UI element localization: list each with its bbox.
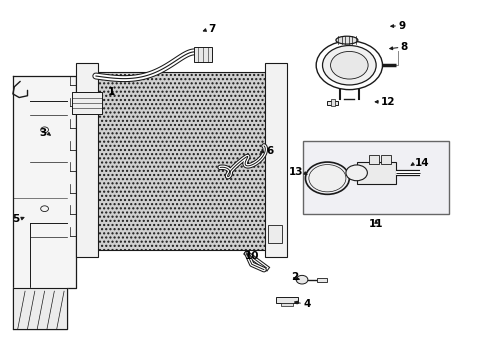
Text: 6: 6 [266,145,273,156]
Circle shape [308,165,345,192]
Text: 8: 8 [400,42,407,52]
Polygon shape [96,72,266,250]
Circle shape [296,275,307,284]
Bar [265,63,286,257]
Bar [330,99,334,106]
Bar [194,47,211,62]
Circle shape [345,165,366,181]
Text: 5: 5 [12,215,19,224]
Ellipse shape [330,51,367,79]
Text: 3: 3 [40,128,47,138]
Ellipse shape [322,45,375,85]
Polygon shape [13,76,76,329]
Bar [327,101,337,105]
Text: 12: 12 [380,97,395,107]
Text: 4: 4 [303,299,310,309]
Text: 9: 9 [397,21,405,31]
Bar [380,155,390,164]
Bar [316,278,327,282]
Bar [267,225,281,243]
Bar [276,297,298,303]
Text: 2: 2 [290,272,298,282]
Bar [303,140,448,214]
Ellipse shape [335,36,357,44]
Text: 13: 13 [288,167,303,177]
Text: 11: 11 [368,219,383,229]
Bar [76,63,98,257]
Text: 10: 10 [244,251,259,261]
Text: 14: 14 [414,158,429,168]
Bar [281,303,293,306]
Bar [368,155,378,164]
Text: 1: 1 [108,87,115,97]
Bar [72,92,102,114]
Polygon shape [13,288,66,329]
Bar [356,162,395,184]
Text: 7: 7 [207,24,215,35]
